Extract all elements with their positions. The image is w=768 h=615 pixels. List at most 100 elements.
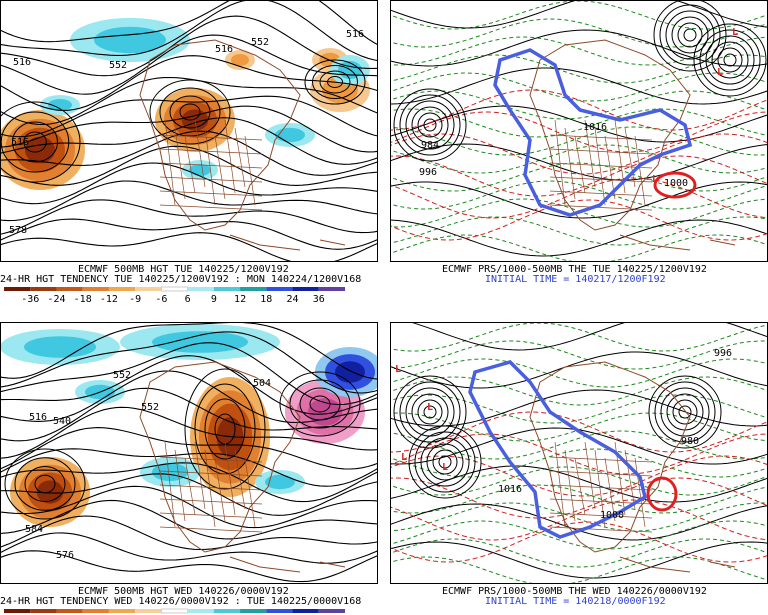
colorbar-segment [318,609,345,613]
map-border [234,449,246,510]
height-contour [0,101,81,183]
thickness-contour [390,108,768,138]
map-border [549,204,653,211]
map-border [549,176,653,183]
map-border [244,135,256,206]
isobar [723,53,737,67]
isobar [399,381,461,443]
highlight-region [493,48,693,217]
thickness-contour [390,394,768,424]
isobar [693,23,767,97]
colorbar-segment [187,287,214,291]
thickness-contour [390,144,768,174]
contour-label: 552 [109,60,127,71]
colorbar-segment [82,609,109,613]
isobar [411,106,449,144]
thickness-contour [390,72,768,102]
height-contour [0,76,378,126]
contour-label: 516 [29,412,47,423]
thickness-contour [390,556,768,584]
map-border [549,456,653,463]
low-marker: L [652,174,658,185]
map-border [204,127,216,206]
map-border [549,148,653,155]
tendency-shade [189,164,211,176]
isobar [390,143,768,181]
isobar [393,375,467,449]
height-contour [0,342,378,406]
isobar [672,399,698,425]
temperature-contour [390,477,768,519]
colorbar-segment [187,609,214,613]
map-border [244,457,256,528]
map-border [174,127,186,200]
height-contour [312,65,358,99]
map-border [549,190,653,197]
tendency-shade [152,331,248,353]
height-contour [0,199,378,235]
thickness-contour [390,322,768,352]
height-contour [0,331,378,394]
map-area: L L L L 980 996 1016 1000 [390,322,768,584]
colorbar-label: -9 [129,294,141,305]
map-border [564,449,576,522]
caption: ECMWF PRS/1000-500MB THE WED 140226/0000… [442,586,707,597]
height-contour [0,499,378,540]
height-contour [0,111,70,173]
tendency-shade [265,474,295,490]
map-border [159,204,263,211]
height-contour [0,427,378,470]
colorbar-segment [4,609,31,613]
thickness-contour [390,162,768,192]
pressure-panel: L L L L 980 996 1016 1000 ECMWF PRS/1000-500MB T… [390,322,768,607]
colorbar-segment [240,609,267,613]
isobar [411,393,449,431]
thickness-contour [390,180,768,210]
map-border [159,498,263,505]
contour-label: 516 [11,137,29,148]
contour-label: 504 [253,378,271,389]
isobar [390,219,768,257]
thickness-contour [390,36,768,66]
thickness-contour [390,484,768,514]
thickness-contour [390,520,768,550]
height-contour [299,387,341,421]
low-marker: L [395,364,401,375]
caption: 24-HR HGT TENDENCY WED 140226/0000V192 :… [0,596,361,607]
map-border [159,484,263,491]
thickness-contour [390,430,768,460]
caption: INITIAL TIME = 140218/0000F192 [485,596,666,607]
thickness-contour [390,216,768,246]
isobar [390,465,768,503]
map-border [164,441,176,528]
colorbar-label: 18 [260,294,272,305]
isobar [408,322,768,351]
colorbar-segment [292,609,319,613]
map-outline [529,361,691,553]
panel-border [0,322,378,584]
height-contour [14,457,76,511]
height-contour [0,15,378,77]
height-contour [24,466,66,502]
contour-label: 1000 [600,510,624,521]
map-border [164,119,176,206]
height-contour [319,70,351,94]
height-contour [0,355,378,415]
caption: 24-HR HGT TENDENCY TUE 140225/1200V192 :… [0,274,361,285]
colorbar-segment [56,287,83,291]
height-contour [169,95,211,129]
map-border [159,526,263,533]
isobar [417,399,443,425]
map-outline [619,234,736,251]
height-contour [0,130,378,176]
map-border [554,119,566,206]
height-contour [0,145,378,186]
map-border [584,441,596,510]
height-contour [159,87,221,137]
isobar [423,405,437,419]
low-marker: L [442,462,448,473]
isobar [420,437,470,487]
temperature-contour [390,433,768,475]
map-border [549,484,653,491]
isobar [390,351,768,389]
